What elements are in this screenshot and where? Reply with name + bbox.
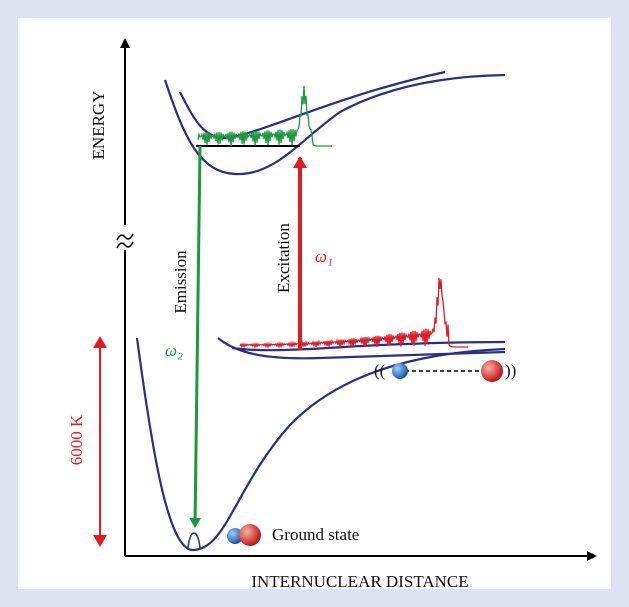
excited-upper-a bbox=[163, 73, 506, 176]
omega-2: ω₂ bbox=[165, 341, 183, 360]
y-axis-label: ENERGY bbox=[89, 91, 108, 160]
temperature-label: 6000 K bbox=[67, 414, 86, 465]
omega-1: ω₁ bbox=[315, 247, 333, 266]
green-spectrum bbox=[197, 86, 332, 147]
excitation-label: Excitation bbox=[274, 223, 293, 293]
atom-red bbox=[239, 524, 261, 546]
atom-blue bbox=[227, 528, 243, 544]
atom-blue-far bbox=[392, 363, 408, 379]
excited-lower-b bbox=[231, 340, 506, 352]
excited-lower-a bbox=[217, 337, 506, 360]
bracket-open: (( bbox=[374, 361, 386, 380]
emission-label: Emission bbox=[171, 250, 190, 314]
atom-red-far bbox=[481, 360, 503, 382]
panel bbox=[18, 18, 611, 589]
ground-wavepacket bbox=[187, 532, 201, 549]
bracket-close: )) bbox=[505, 361, 516, 380]
ground-state-label: Ground state bbox=[272, 525, 359, 544]
emission-arrow bbox=[189, 145, 202, 528]
red-spectrum bbox=[239, 277, 468, 349]
excited-upper-b bbox=[179, 70, 446, 140]
x-axis-label: INTERNUCLEAR DISTANCE bbox=[251, 572, 468, 591]
axis-break bbox=[116, 233, 134, 249]
